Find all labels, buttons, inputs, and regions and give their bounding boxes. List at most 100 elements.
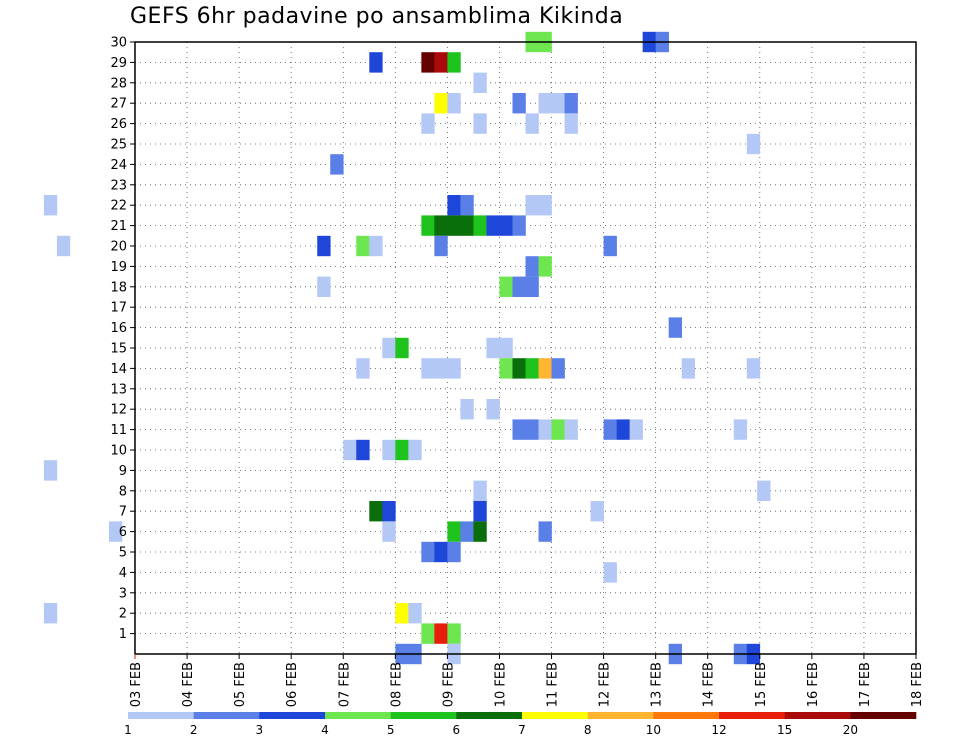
heatmap-cell bbox=[486, 215, 500, 236]
x-tick-label: 07 FEB bbox=[337, 662, 352, 707]
heatmap-cell bbox=[447, 93, 461, 114]
heatmap-cell bbox=[564, 113, 578, 134]
y-tick-label: 21 bbox=[110, 219, 127, 234]
heatmap-cell bbox=[434, 235, 448, 257]
colorbar-label: 12 bbox=[711, 723, 726, 737]
x-tick-label: 16 FEB bbox=[806, 662, 821, 707]
x-tick-label: 14 FEB bbox=[702, 662, 717, 707]
heatmap-cell bbox=[486, 399, 500, 420]
y-tick-label: 25 bbox=[110, 138, 127, 153]
heatmap-cell bbox=[460, 215, 474, 236]
heatmap-cell bbox=[395, 603, 409, 624]
heatmap-cell bbox=[473, 72, 487, 93]
colorbar-label: 6 bbox=[453, 723, 461, 737]
heatmap-cell bbox=[43, 460, 58, 481]
heatmap-cell bbox=[525, 113, 539, 134]
y-tick-label: 1 bbox=[119, 627, 127, 642]
y-tick-label: 15 bbox=[110, 342, 127, 357]
heatmap-cell bbox=[668, 317, 682, 338]
heatmap-cell bbox=[460, 399, 474, 420]
y-tick-label: 17 bbox=[110, 301, 127, 316]
chart-title: GEFS 6hr padavine po ansamblima Kikinda bbox=[130, 4, 624, 29]
heatmap-cell bbox=[447, 521, 461, 542]
heatmap-cell bbox=[512, 358, 526, 379]
x-tick-label: 18 FEB bbox=[910, 662, 925, 707]
x-tick-label: 10 FEB bbox=[493, 662, 508, 707]
heatmap-cell bbox=[447, 215, 461, 236]
colorbar-label: 7 bbox=[518, 723, 526, 737]
y-tick-label: 28 bbox=[110, 76, 127, 91]
y-tick-label: 10 bbox=[110, 444, 127, 459]
colorbar-label: 8 bbox=[584, 723, 592, 737]
x-tick-label: 12 FEB bbox=[598, 662, 613, 707]
heatmap-cell bbox=[382, 337, 396, 359]
x-tick-label: 13 FEB bbox=[650, 662, 665, 707]
heatmap-cell bbox=[473, 215, 487, 236]
heatmap-cell bbox=[681, 358, 696, 379]
colorbar-segment bbox=[128, 712, 194, 719]
heatmap-cell bbox=[473, 521, 487, 542]
heatmap-cell bbox=[473, 501, 487, 522]
y-tick-label: 13 bbox=[110, 382, 127, 397]
heatmap-cell bbox=[499, 276, 513, 297]
colorbar-segment bbox=[390, 712, 457, 719]
heatmap-cell bbox=[733, 419, 748, 440]
heatmap-cell bbox=[408, 603, 422, 624]
colorbar-segment bbox=[653, 712, 720, 719]
heatmap-cell bbox=[421, 52, 435, 73]
heatmap-cell bbox=[603, 419, 617, 440]
heatmap-cell bbox=[447, 541, 461, 563]
heatmap-cell bbox=[382, 439, 396, 461]
heatmap-cell bbox=[512, 276, 526, 297]
colorbar-segment bbox=[850, 712, 917, 719]
heatmap-cell bbox=[525, 358, 539, 379]
colorbar-segment bbox=[259, 712, 326, 719]
heatmap-cell bbox=[434, 358, 448, 379]
x-tick-label: 17 FEB bbox=[858, 662, 873, 707]
colorbar-segment bbox=[193, 712, 260, 719]
heatmap-cell bbox=[564, 93, 578, 114]
y-tick-label: 12 bbox=[110, 403, 127, 418]
heatmap-cell bbox=[421, 215, 435, 236]
y-tick-label: 16 bbox=[110, 321, 127, 336]
heatmap-cell bbox=[421, 623, 435, 644]
heatmap-cell bbox=[616, 419, 630, 440]
heatmap-cell bbox=[551, 93, 565, 114]
heatmap-cell bbox=[421, 541, 435, 563]
x-tick-label: 05 FEB bbox=[233, 662, 248, 707]
colorbar-segment bbox=[522, 712, 588, 719]
y-tick-label: 4 bbox=[119, 566, 127, 581]
colorbar-label: 1 bbox=[124, 723, 132, 737]
heatmap-cell bbox=[356, 235, 370, 257]
y-tick-label: 30 bbox=[110, 36, 127, 51]
colorbar-segment bbox=[784, 712, 851, 719]
heatmap-cell bbox=[447, 195, 461, 216]
heatmap-cell bbox=[356, 439, 370, 461]
colorbar-segment bbox=[719, 712, 785, 719]
heatmap-cell bbox=[525, 276, 539, 297]
heatmap-cell bbox=[499, 215, 513, 236]
heatmap-cell bbox=[369, 52, 383, 73]
y-tick-label: 22 bbox=[110, 199, 127, 214]
y-tick-label: 23 bbox=[110, 178, 127, 193]
x-tick-label: 08 FEB bbox=[389, 662, 404, 707]
heatmap-cell bbox=[551, 419, 565, 440]
heatmap-cell bbox=[473, 480, 487, 501]
heatmap-cell bbox=[56, 235, 71, 257]
heatmap-cell bbox=[499, 358, 513, 379]
heatmap-cell bbox=[564, 419, 578, 440]
y-tick-label: 11 bbox=[110, 423, 127, 438]
y-tick-label: 29 bbox=[110, 56, 127, 71]
heatmap-cell bbox=[538, 256, 552, 277]
colorbar-label: 4 bbox=[321, 723, 329, 737]
heatmap-cell bbox=[603, 235, 617, 257]
heatmap-cell bbox=[499, 337, 513, 359]
heatmap-cell bbox=[486, 337, 500, 359]
heatmap-cell bbox=[43, 603, 58, 624]
heatmap-cell bbox=[473, 113, 487, 134]
heatmap-cell bbox=[421, 358, 435, 379]
y-tick-label: 24 bbox=[110, 158, 127, 173]
y-tick-label: 18 bbox=[110, 280, 127, 295]
